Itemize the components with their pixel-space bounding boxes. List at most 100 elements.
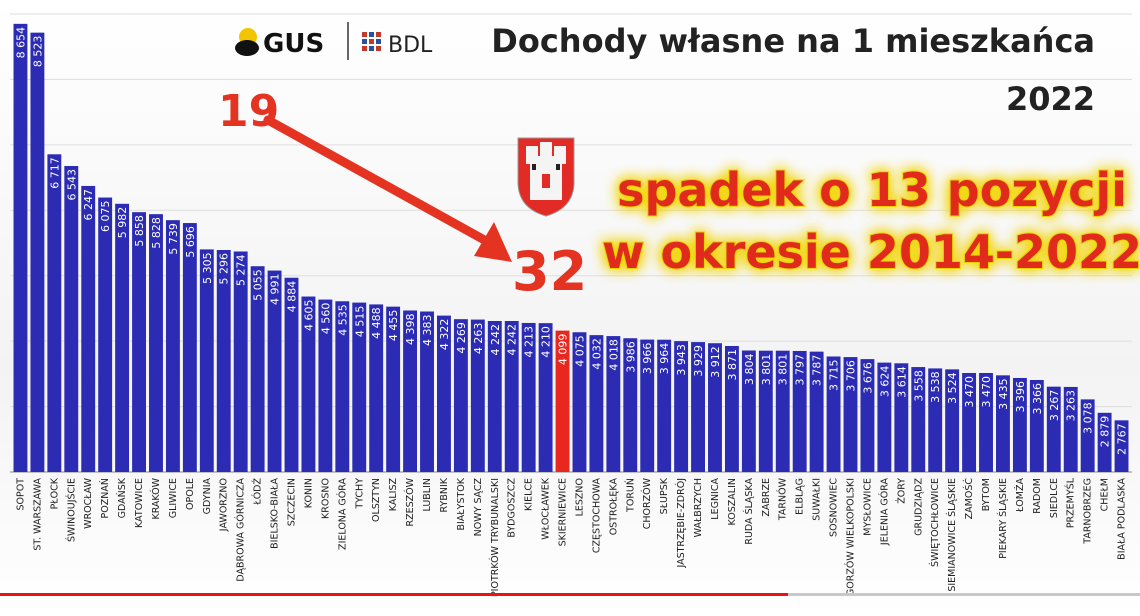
bars-group bbox=[13, 23, 1129, 473]
bdl-logo: BDL bbox=[362, 32, 433, 58]
bar bbox=[352, 302, 367, 472]
category-label: WŁOCŁAWEK bbox=[541, 477, 552, 540]
category-label: TARNÓW bbox=[777, 477, 789, 521]
bar bbox=[318, 299, 333, 472]
bar-value-label: 6 247 bbox=[82, 189, 95, 221]
bar bbox=[538, 323, 553, 472]
bar-value-label: 4 322 bbox=[438, 319, 451, 351]
category-label: OPOLE bbox=[185, 478, 196, 510]
bar-value-label: 3 964 bbox=[658, 343, 671, 375]
bar-value-label: 4 488 bbox=[370, 307, 383, 339]
category-label: KATOWICE bbox=[134, 478, 145, 528]
bar-value-label: 4 032 bbox=[590, 338, 603, 370]
bar-value-label: 3 871 bbox=[726, 349, 739, 381]
bar-value-label: 3 706 bbox=[845, 360, 858, 392]
bar-value-label: 6 075 bbox=[99, 201, 112, 233]
bar bbox=[758, 350, 773, 472]
bar-value-label: 3 470 bbox=[963, 376, 976, 408]
bar bbox=[674, 341, 689, 472]
category-label: JASTRZĘBIE-ZDRÓJ bbox=[675, 478, 687, 569]
category-label: JELENIA GÓRA bbox=[878, 478, 890, 547]
bar bbox=[453, 319, 468, 472]
bar-value-label: 4 560 bbox=[319, 303, 332, 335]
category-label: ST. WARSZAWA bbox=[32, 477, 43, 550]
bar-value-label: 4 991 bbox=[269, 274, 282, 306]
chart-title: Dochody własne na 1 mieszkańca bbox=[491, 22, 1095, 60]
gus-logo: GUS bbox=[235, 22, 349, 60]
category-label: GORZÓW WIELKOPOLSKI bbox=[845, 478, 857, 596]
video-progress-bar[interactable] bbox=[0, 593, 1140, 596]
bdl-grid-icon bbox=[362, 32, 381, 51]
category-label: RUDA ŚLĄSKA bbox=[743, 478, 755, 545]
bar-value-label: 3 435 bbox=[997, 378, 1010, 410]
bar bbox=[623, 338, 638, 472]
bar bbox=[809, 351, 824, 472]
bar-value-label: 4 263 bbox=[472, 323, 485, 355]
bar-value-label: 6 543 bbox=[65, 169, 78, 201]
bar bbox=[233, 251, 248, 472]
bar-value-label: 3 801 bbox=[760, 354, 773, 386]
category-label: KRAKÓW bbox=[150, 477, 162, 519]
category-label: TARNOBRZEG bbox=[1083, 478, 1094, 545]
annotation-text-line1: spadek o 13 pozycji bbox=[617, 163, 1127, 217]
category-label: ŁÓDŹ bbox=[252, 478, 264, 506]
bar bbox=[386, 306, 401, 472]
bar-value-label: 3 267 bbox=[1048, 390, 1061, 422]
category-label: CHEŁM bbox=[1100, 478, 1111, 511]
bar bbox=[1114, 420, 1129, 472]
category-label: KALISZ bbox=[388, 478, 399, 512]
bar-value-label: 3 078 bbox=[1082, 402, 1095, 434]
bar bbox=[606, 336, 621, 472]
bar-value-label: 3 797 bbox=[794, 354, 807, 386]
bar bbox=[877, 362, 892, 472]
bar-value-label: 3 558 bbox=[912, 370, 925, 402]
bar bbox=[928, 368, 943, 472]
bar bbox=[165, 220, 180, 472]
bar bbox=[182, 223, 197, 472]
bar bbox=[47, 154, 62, 472]
category-label: LUBLIN bbox=[422, 478, 433, 512]
category-label: LESZNO bbox=[574, 478, 585, 516]
category-label: JAWORZNO bbox=[219, 478, 230, 532]
category-labels-group: SOPOT ST. WARSZAWA PŁOCK ŚWINOUJŚCIE WROCŁAW… bbox=[15, 477, 1127, 597]
bar bbox=[115, 203, 130, 472]
bar-value-label: 5 296 bbox=[218, 253, 231, 285]
bar-value-label: 4 383 bbox=[421, 314, 434, 346]
bar-value-label: 5 696 bbox=[184, 226, 197, 258]
bar bbox=[894, 363, 909, 472]
category-label: KOSZALIN bbox=[727, 478, 738, 525]
bar bbox=[979, 372, 993, 472]
bar bbox=[724, 345, 739, 472]
bar-value-label: 4 099 bbox=[557, 334, 570, 366]
category-label: SŁUPSK bbox=[659, 477, 670, 514]
category-label: GRUDZIĄDZ bbox=[913, 478, 924, 536]
bar-value-label: 5 858 bbox=[133, 215, 146, 247]
bar bbox=[149, 214, 163, 472]
bar-value-label: 3 801 bbox=[777, 354, 790, 386]
bar-value-label: 3 804 bbox=[743, 353, 756, 385]
bar-value-label: 4 605 bbox=[302, 300, 315, 332]
rank-from-label: 19 bbox=[218, 86, 279, 137]
bar bbox=[826, 356, 841, 472]
rank-to-label: 32 bbox=[512, 240, 587, 303]
bar bbox=[487, 320, 502, 472]
bar-value-label: 8 523 bbox=[31, 36, 44, 68]
category-label: TYCHY bbox=[354, 478, 365, 510]
bar bbox=[284, 277, 299, 472]
bar-value-label: 5 305 bbox=[201, 252, 214, 284]
bar bbox=[30, 32, 45, 472]
category-label: ELBLĄG bbox=[795, 478, 806, 515]
bar-value-label: 5 274 bbox=[235, 254, 248, 285]
bar bbox=[741, 350, 756, 472]
bar bbox=[1046, 386, 1061, 472]
bar-value-label: 8 654 bbox=[14, 27, 27, 59]
category-label: POZNAŃ bbox=[99, 478, 111, 518]
bar-value-label: 3 912 bbox=[709, 346, 722, 378]
category-label: CZĘSTOCHOWA bbox=[591, 478, 602, 554]
bar bbox=[403, 310, 418, 472]
bar-value-label: 2 767 bbox=[1116, 423, 1129, 455]
category-label: DĄBROWA GÓRNICZA bbox=[235, 478, 247, 582]
chart-subtitle-year: 2022 bbox=[1006, 80, 1095, 118]
category-label: WROCŁAW bbox=[83, 477, 94, 528]
bar-value-label: 3 366 bbox=[1031, 383, 1044, 415]
